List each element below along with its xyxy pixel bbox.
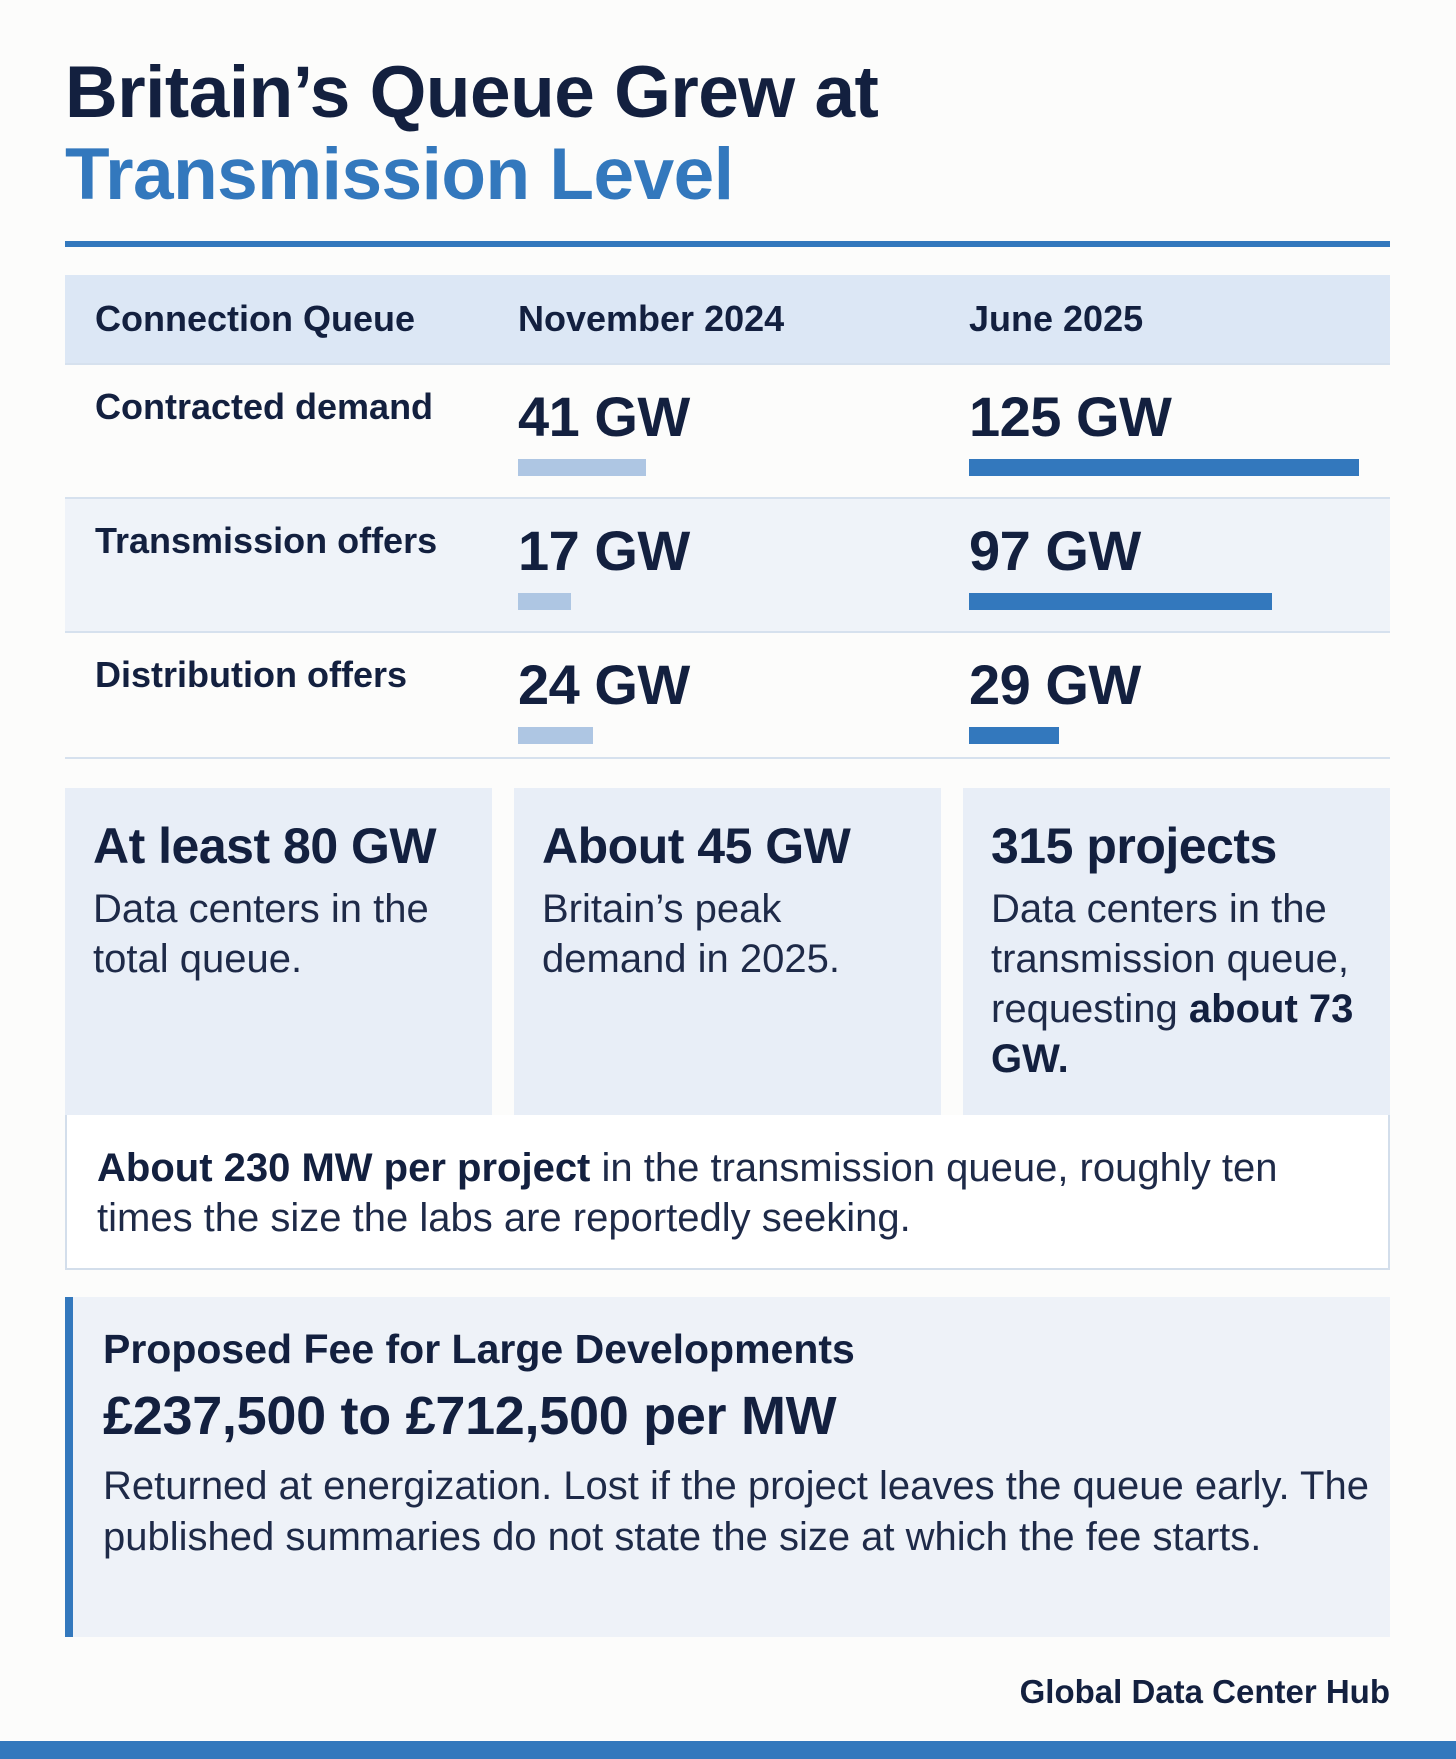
stat-card-peak-demand: About 45 GW Britain’s peak demand in 202…	[514, 788, 941, 1116]
table-row: Contracted demand 41 GW 125 GW	[65, 363, 1390, 497]
row-label: Transmission offers	[95, 520, 438, 561]
nov-2024-value: 24 GW	[518, 653, 690, 716]
jun-2025-bar	[969, 593, 1272, 610]
stat-headline: At least 80 GW	[93, 818, 437, 874]
table-row: Distribution offers 24 GW 29 GW	[65, 631, 1390, 759]
brand-credit: Global Data Center Hub	[1019, 1673, 1390, 1710]
header-june-2025: June 2025	[969, 298, 1144, 339]
fee-value: £237,500 to £712,500 per MW	[103, 1386, 837, 1446]
note-bold: About 230 MW per project	[97, 1146, 591, 1190]
stat-cards: At least 80 GW Data centers in the total…	[65, 788, 1390, 1116]
nov-2024-bar	[518, 459, 646, 476]
stat-description: Britain’s peak demand in 2025.	[542, 887, 841, 981]
jun-2025-bar	[969, 459, 1359, 476]
queue-table: Connection Queue November 2024 June 2025…	[65, 275, 1390, 759]
stat-headline: 315 projects	[991, 818, 1277, 874]
table-row: Transmission offers 17 GW 97 GW	[65, 497, 1390, 631]
header-connection-queue: Connection Queue	[95, 298, 416, 339]
stat-card-projects: 315 projects Data centers in the transmi…	[963, 788, 1390, 1116]
nov-2024-value: 41 GW	[518, 385, 690, 448]
stat-card-data-centers-total: At least 80 GW Data centers in the total…	[65, 788, 492, 1116]
row-label: Contracted demand	[95, 386, 434, 427]
title-line-1: Britain’s Queue Grew at	[65, 52, 879, 133]
stat-description-text: Data centers in the transmission queue, …	[991, 887, 1349, 1031]
stat-headline: About 45 GW	[542, 818, 851, 874]
jun-2025-value: 125 GW	[969, 385, 1172, 448]
stat-description-bold: about 73 GW.	[991, 987, 1354, 1081]
table-header: Connection Queue November 2024 June 2025	[65, 275, 1390, 363]
stat-description: Data centers in the total queue.	[93, 887, 429, 981]
per-project-note: About 230 MW per project in the transmis…	[65, 1115, 1390, 1270]
jun-2025-value: 97 GW	[969, 519, 1141, 582]
footer-bar	[0, 1741, 1456, 1759]
row-label: Distribution offers	[95, 654, 407, 695]
jun-2025-value: 29 GW	[969, 653, 1141, 716]
nov-2024-bar	[518, 593, 571, 610]
stat-description: Data centers in the transmission queue, …	[991, 884, 1362, 1084]
jun-2025-bar	[969, 727, 1059, 744]
fee-callout: Proposed Fee for Large Developments £237…	[65, 1297, 1390, 1637]
fee-description: Returned at energization. Lost if the pr…	[103, 1464, 1369, 1559]
title-divider	[65, 241, 1390, 247]
title-line-2: Transmission Level	[65, 134, 734, 215]
note-text: in the transmission queue, roughly ten t…	[97, 1146, 1278, 1240]
header-november-2024: November 2024	[518, 298, 785, 339]
nov-2024-value: 17 GW	[518, 519, 690, 582]
page-title: Britain’s Queue Grew at Transmission Lev…	[65, 52, 879, 216]
nov-2024-bar	[518, 727, 593, 744]
fee-heading: Proposed Fee for Large Developments	[103, 1326, 855, 1372]
